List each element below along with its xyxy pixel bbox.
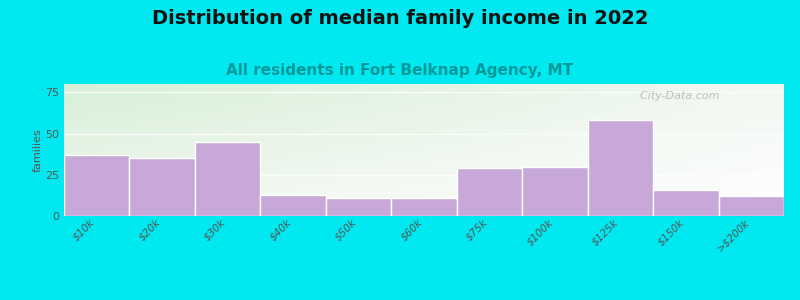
Bar xyxy=(391,198,457,216)
Bar xyxy=(522,167,588,216)
Bar xyxy=(653,190,718,216)
Bar xyxy=(718,196,784,216)
Y-axis label: families: families xyxy=(32,128,42,172)
Bar xyxy=(326,198,391,216)
Bar xyxy=(588,120,653,216)
Bar xyxy=(457,168,522,216)
Text: City-Data.com: City-Data.com xyxy=(633,91,719,100)
Text: Distribution of median family income in 2022: Distribution of median family income in … xyxy=(152,9,648,28)
Bar xyxy=(195,142,260,216)
Bar xyxy=(260,194,326,216)
Text: All residents in Fort Belknap Agency, MT: All residents in Fort Belknap Agency, MT xyxy=(226,63,574,78)
Bar xyxy=(64,155,130,216)
Bar xyxy=(130,158,195,216)
